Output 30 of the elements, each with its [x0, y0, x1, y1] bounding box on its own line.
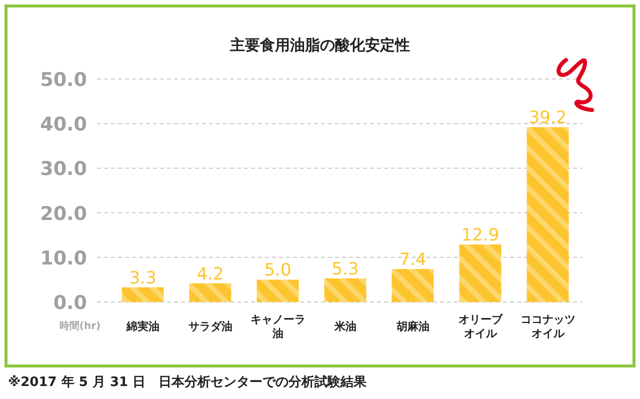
y-tick-label: 40.0: [40, 114, 87, 136]
y-tick-label: 50.0: [40, 69, 87, 91]
x-tick-label: 米油: [333, 320, 356, 333]
text: ※2017 年 5 月 31 日 日本分析センターでの分析試験結果: [8, 374, 368, 390]
x-tick-label: オリーブオイル: [458, 313, 504, 340]
y-axis-title: 時間(hr): [59, 320, 101, 332]
y-tick-label: 30.0: [40, 158, 87, 180]
data-label: 5.3: [332, 259, 359, 280]
bar: [189, 283, 232, 302]
x-tick-label: ココナッツオイル: [520, 313, 576, 340]
x-tick-label: 綿実油: [125, 320, 160, 333]
bar: [526, 127, 569, 302]
data-label: 7.4: [399, 250, 426, 270]
bar: [256, 280, 299, 302]
bar: [392, 268, 434, 302]
bar: [459, 244, 502, 302]
x-tick-label: サラダ油: [188, 320, 232, 333]
data-label: 4.2: [196, 264, 224, 284]
data-label: 12.9: [461, 225, 500, 246]
data-label: 39.2: [528, 108, 567, 128]
x-tick-label: 胡麻油: [395, 320, 430, 333]
data-label: 5.0: [264, 260, 292, 281]
bar: [324, 278, 366, 302]
bar: [122, 287, 164, 302]
y-tick-label: 0.0: [53, 292, 87, 314]
data-label: 3.3: [129, 268, 156, 288]
y-tick-label: 10.0: [40, 247, 87, 270]
y-tick-label: 20.0: [40, 202, 87, 225]
chart-title: 主要食用油脂の酸化安定性: [229, 36, 410, 54]
x-tick-label: キャノーラ油: [250, 313, 306, 340]
